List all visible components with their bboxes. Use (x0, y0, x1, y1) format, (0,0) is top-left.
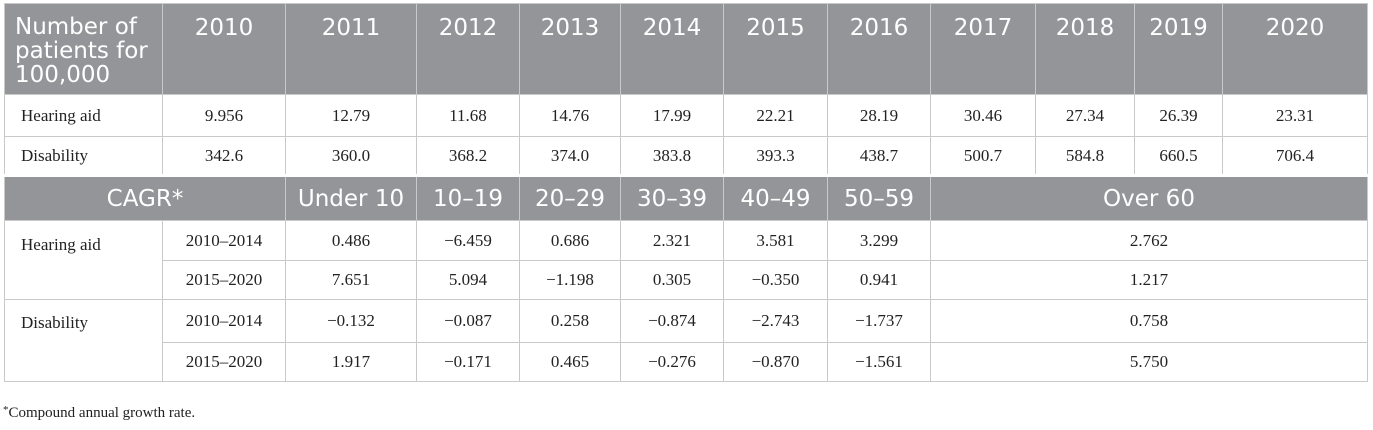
table-cell: 7.651 (285, 260, 417, 300)
age-group-header: 10–19 (416, 174, 520, 221)
table-cell: −6.459 (416, 220, 520, 261)
table-cell: −1.737 (827, 299, 931, 343)
year-header-row: Number of patients for 100,000 2010 2011… (4, 3, 1368, 95)
row-label: Hearing aid (4, 94, 163, 137)
table-row: 2015–2020 7.651 5.094 −1.198 0.305 −0.35… (5, 260, 1368, 300)
year-2012: 2012 (416, 3, 520, 95)
table-cell: 0.465 (519, 342, 621, 382)
table-row: Hearing aid 2010–2014 0.486 −6.459 0.686… (4, 220, 1368, 300)
period-label: 2010–2014 (162, 299, 286, 343)
table-cell: 0.686 (519, 220, 621, 261)
hearing-aid-disability-table: Number of patients for 100,000 2010 2011… (4, 3, 1368, 382)
table-cell: 3.299 (827, 220, 931, 261)
table-cell: 22.21 (723, 94, 828, 137)
table-row: 2015–2020 1.917 −0.171 0.465 −0.276 −0.8… (5, 342, 1368, 382)
table-cell: 28.19 (827, 94, 931, 137)
year-2017: 2017 (930, 3, 1036, 95)
group-label: Hearing aid (4, 220, 163, 300)
age-group-header: Over 60 (930, 174, 1368, 221)
table-cell: 393.3 (723, 136, 828, 177)
table-cell: 30.46 (930, 94, 1036, 137)
table-cell: −0.132 (285, 299, 417, 343)
table-cell: 1.917 (285, 342, 417, 382)
table-cell: 12.79 (285, 94, 417, 137)
table-cell: 584.8 (1035, 136, 1135, 177)
year-2010: 2010 (162, 3, 286, 95)
table-cell: 706.4 (1222, 136, 1368, 177)
cagr-header-row: CAGR* Under 10 10–19 20–29 30–39 40–49 5… (4, 174, 1368, 221)
table-cell: −0.874 (620, 299, 724, 343)
table-cell: −1.198 (519, 260, 621, 300)
year-2018: 2018 (1035, 3, 1135, 95)
table-cell: 383.8 (620, 136, 724, 177)
age-group-header: 20–29 (519, 174, 621, 221)
precise-table-wrapper: Number of patients for 100,000 2010 2011… (4, 3, 1368, 382)
age-group-header: 50–59 (827, 174, 931, 221)
table-row: Disability 342.6 360.0 368.2 374.0 383.8… (4, 136, 1368, 177)
table-row: Hearing aid 9.956 12.79 11.68 14.76 17.9… (4, 94, 1368, 137)
table-cell: 500.7 (930, 136, 1036, 177)
year-2020: 2020 (1222, 3, 1368, 95)
table-cell: −0.276 (620, 342, 724, 382)
period-label: 2010–2014 (162, 220, 286, 261)
table-cell: 5.750 (930, 342, 1368, 382)
table-cell: 0.258 (519, 299, 621, 343)
year-2016: 2016 (827, 3, 931, 95)
table-cell: 26.39 (1134, 94, 1223, 137)
table-cell: −0.870 (723, 342, 828, 382)
table-cell: 2.321 (620, 220, 724, 261)
table-cell: 1.217 (930, 260, 1368, 300)
table-cell: 17.99 (620, 94, 724, 137)
table-cell: −0.087 (416, 299, 520, 343)
table-cell: 0.758 (930, 299, 1368, 343)
group-label: Disability (4, 299, 163, 382)
age-group-header: Under 10 (285, 174, 417, 221)
table-cell: 368.2 (416, 136, 520, 177)
cagr-header: CAGR* (4, 174, 286, 221)
table-cell: 14.76 (519, 94, 621, 137)
table-cell: −0.350 (723, 260, 828, 300)
period-label: 2015–2020 (162, 260, 286, 300)
year-2019: 2019 (1134, 3, 1223, 95)
table-cell: 27.34 (1035, 94, 1135, 137)
age-group-header: 40–49 (723, 174, 828, 221)
table-cell: 342.6 (162, 136, 286, 177)
period-label: 2015–2020 (162, 342, 286, 382)
table-cell: 438.7 (827, 136, 931, 177)
footnote-mark: * (3, 404, 9, 416)
table-cell: 360.0 (285, 136, 417, 177)
year-2013: 2013 (519, 3, 621, 95)
year-2015: 2015 (723, 3, 828, 95)
table-cell: 0.941 (827, 260, 931, 300)
footnote-text: Compound annual growth rate. (8, 405, 196, 421)
table-cell: −0.171 (416, 342, 520, 382)
table-cell: −2.743 (723, 299, 828, 343)
table-cell: 3.581 (723, 220, 828, 261)
row-label: Disability (4, 136, 163, 177)
table-row: Disability 2010–2014 −0.132 −0.087 0.258… (4, 299, 1368, 382)
table-cell: 374.0 (519, 136, 621, 177)
table-cell: 0.486 (285, 220, 417, 261)
table-cell: 660.5 (1134, 136, 1223, 177)
table-cell: 9.956 (162, 94, 286, 137)
age-group-header: 30–39 (620, 174, 724, 221)
table-cell: 0.305 (620, 260, 724, 300)
table-cell: 5.094 (416, 260, 520, 300)
table-cell: 11.68 (416, 94, 520, 137)
year-2011: 2011 (285, 3, 417, 95)
table-cell: 23.31 (1222, 94, 1368, 137)
table-cell: 2.762 (930, 220, 1368, 261)
year-2014: 2014 (620, 3, 724, 95)
footnote: *Compound annual growth rate. (3, 404, 196, 422)
patients-header: Number of patients for 100,000 (4, 3, 163, 95)
table-cell: −1.561 (827, 342, 931, 382)
